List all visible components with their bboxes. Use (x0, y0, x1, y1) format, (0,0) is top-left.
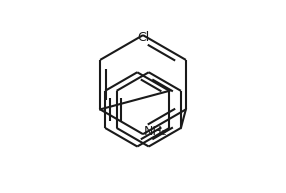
Text: NH₂: NH₂ (144, 125, 168, 138)
Text: Cl: Cl (137, 31, 149, 44)
